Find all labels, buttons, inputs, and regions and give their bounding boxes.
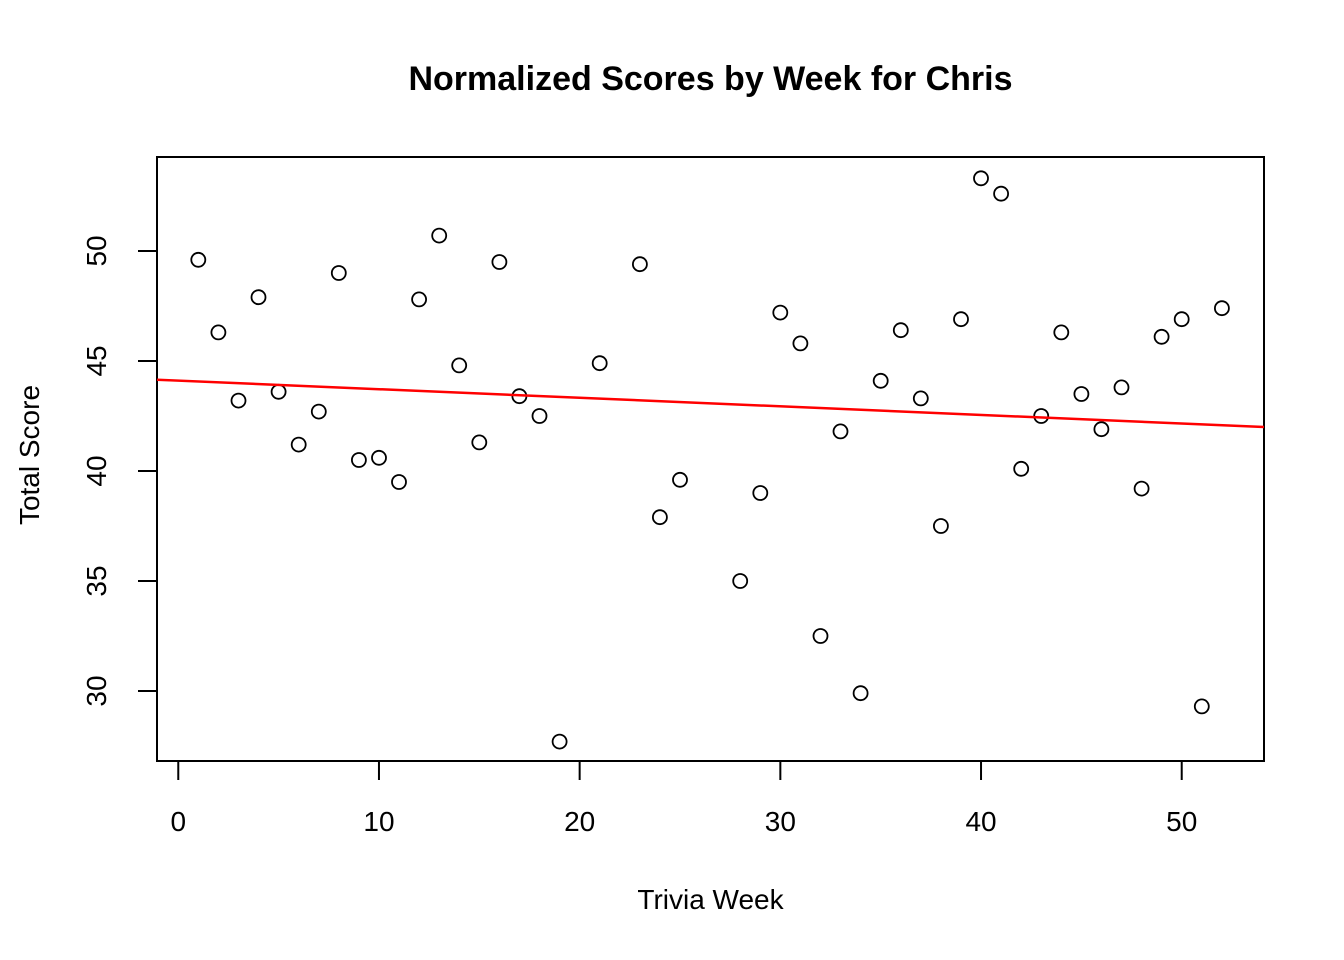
data-point xyxy=(451,357,468,374)
x-tick-label: 0 xyxy=(170,806,186,837)
data-point xyxy=(933,518,949,534)
x-tick-label: 10 xyxy=(363,806,394,837)
data-point xyxy=(652,509,668,526)
data-point xyxy=(993,185,1009,202)
data-point xyxy=(832,423,849,440)
data-point xyxy=(471,434,488,451)
data-point xyxy=(491,254,508,270)
x-tick-label: 30 xyxy=(765,806,796,837)
data-point xyxy=(531,408,548,424)
data-point xyxy=(190,251,207,268)
data-point xyxy=(1073,386,1090,402)
data-point xyxy=(1013,460,1030,477)
data-point xyxy=(892,322,909,339)
data-point xyxy=(210,324,227,341)
data-point xyxy=(1053,324,1070,341)
y-tick-label: 30 xyxy=(81,675,112,706)
data-point xyxy=(1113,379,1130,396)
y-tick-label: 35 xyxy=(81,565,112,596)
data-point xyxy=(812,628,829,644)
plot-frame xyxy=(156,156,1265,762)
data-point xyxy=(912,390,929,407)
y-tick-label: 40 xyxy=(81,455,112,486)
data-point xyxy=(411,291,428,308)
data-point xyxy=(852,685,869,702)
data-point xyxy=(250,289,267,306)
data-point xyxy=(290,436,307,453)
data-point xyxy=(792,335,809,352)
y-axis-label: Total Score xyxy=(14,384,45,526)
data-point xyxy=(1133,480,1150,497)
data-point xyxy=(330,265,347,281)
data-point xyxy=(872,372,889,389)
x-tick-label: 20 xyxy=(564,806,595,837)
trend-line xyxy=(156,378,1265,429)
data-point xyxy=(591,355,608,372)
data-point xyxy=(1153,328,1170,345)
data-point xyxy=(310,403,327,420)
data-point xyxy=(672,471,688,488)
x-axis-label: Trivia Week xyxy=(637,884,784,915)
x-tick-label: 50 xyxy=(1166,806,1197,837)
y-tick-label: 50 xyxy=(81,235,112,266)
x-tick-label: 40 xyxy=(965,806,996,837)
data-point xyxy=(1033,408,1050,424)
data-point xyxy=(953,311,969,328)
data-point xyxy=(772,304,789,321)
data-point xyxy=(431,227,448,244)
data-point xyxy=(1193,698,1210,715)
data-point xyxy=(270,383,287,400)
data-point xyxy=(732,573,749,589)
data-point xyxy=(350,452,367,468)
data-point xyxy=(632,256,648,273)
data-point xyxy=(973,170,989,187)
data-point xyxy=(1173,311,1190,328)
data-point xyxy=(1093,421,1110,438)
data-point xyxy=(230,392,247,409)
data-point xyxy=(752,485,769,501)
data-point xyxy=(391,474,407,490)
data-point xyxy=(1214,300,1230,317)
data-point xyxy=(551,733,568,750)
chart-title: Normalized Scores by Week for Chris xyxy=(408,60,1013,98)
y-tick-label: 45 xyxy=(81,345,112,376)
data-point xyxy=(371,449,387,466)
